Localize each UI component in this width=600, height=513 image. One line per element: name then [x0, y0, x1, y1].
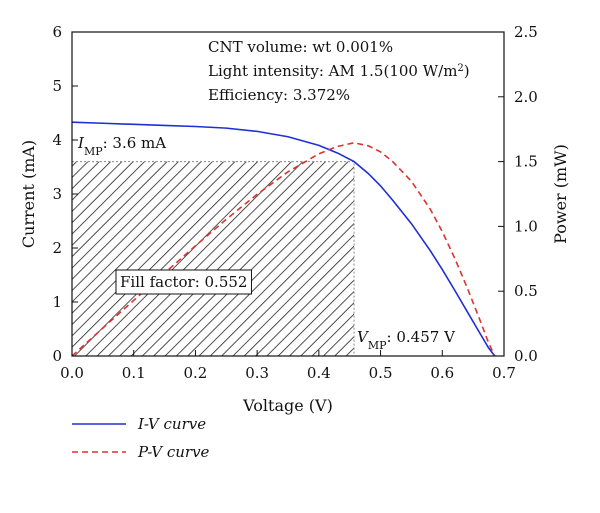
x-tick-label: 0.2 — [183, 364, 207, 382]
x-tick-label: 0.0 — [60, 364, 84, 382]
y-left-tick-label: 0 — [52, 347, 62, 365]
vmp-subscript: MP — [368, 338, 387, 351]
y-right-tick-label: 2.5 — [514, 23, 538, 41]
vmp-symbol: V — [357, 328, 370, 346]
imp-value: : 3.6 mA — [103, 134, 167, 152]
x-tick-label: 0.7 — [492, 364, 516, 382]
x-tick-label: 0.3 — [245, 364, 269, 382]
series-line-iv — [71, 121, 496, 357]
annotation-light-intensity-main: Light intensity: AM 1.5(100 W/m — [208, 62, 457, 80]
imp-symbol: I — [77, 134, 85, 152]
fill-factor-box — [115, 269, 252, 295]
y-left-tick-label: 2 — [52, 239, 62, 257]
annotation-light-intensity: Light intensity: AM 1.5(100 W/m2) — [208, 62, 470, 80]
y-axis-left-title: Current (mA) — [19, 140, 38, 248]
fill-factor-label: Fill factor: 0.552 — [120, 273, 247, 291]
ticks-layer: 0.0 0.1 0.2 0.3 0.4 0.5 0.6 0.7 0 1 2 3 4 5 6 0.0 0.5 1.0… — [52, 23, 537, 382]
annotation-efficiency: Efficiency: 3.372% — [208, 86, 350, 104]
y-left-tick-label: 1 — [52, 293, 62, 311]
y-left-tick-label: 4 — [52, 131, 62, 149]
series-layer — [71, 121, 496, 357]
annotation-light-intensity-sup: 2 — [457, 63, 463, 74]
series-line-pv — [71, 141, 496, 357]
y-left-tick-label: 6 — [52, 23, 62, 41]
y-axis-right-title: Power (mW) — [551, 144, 570, 244]
x-tick-label: 0.4 — [307, 364, 331, 382]
y-right-tick-label: 2.0 — [514, 88, 538, 106]
legend: I-V curve P-V curve — [72, 415, 210, 461]
x-tick-label: 0.6 — [430, 364, 454, 382]
x-axis-title: Voltage (V) — [242, 396, 333, 415]
annotation-imp: IMP: 3.6 mA — [77, 134, 166, 158]
vmp-value: : 0.457 V — [387, 328, 457, 346]
max-power-rectangle — [71, 161, 355, 357]
x-tick-label: 0.5 — [369, 364, 393, 382]
y-left-tick-label: 5 — [52, 77, 62, 95]
legend-label: P-V curve — [137, 443, 210, 461]
y-left-tick-label: 3 — [52, 185, 62, 203]
y-right-tick-label: 1.5 — [514, 153, 538, 171]
y-right-tick-label: 1.0 — [514, 217, 538, 235]
imp-subscript: MP — [84, 145, 103, 158]
annotation-light-intensity-close: ) — [464, 62, 470, 80]
y-right-tick-label: 0.0 — [514, 347, 538, 365]
legend-label: I-V curve — [137, 415, 206, 433]
annotation-vmp: VMP: 0.457 V — [357, 328, 456, 352]
x-tick-label: 0.1 — [122, 364, 146, 382]
annotation-cnt-volume: CNT volume: wt 0.001% — [208, 38, 393, 56]
y-right-tick-label: 0.5 — [514, 282, 538, 300]
